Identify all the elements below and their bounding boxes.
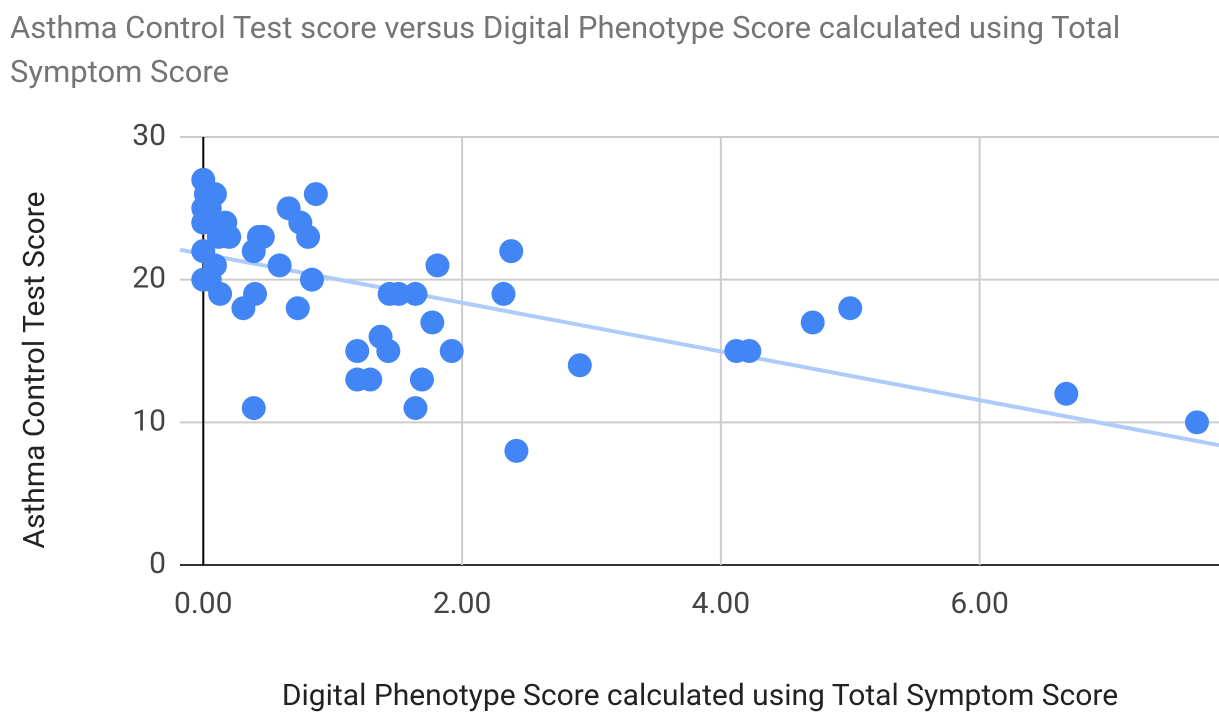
trendline — [179, 247, 1219, 448]
chart-title: Asthma Control Test score versus Digital… — [10, 9, 1121, 90]
point — [376, 339, 401, 363]
y-axis-title: Asthma Control Test Score — [17, 191, 52, 548]
point — [250, 224, 275, 249]
x-tick-label: 6.00 — [950, 586, 1009, 621]
point — [425, 253, 450, 278]
point — [267, 253, 292, 278]
point — [202, 253, 227, 278]
x-tick-label: 2.00 — [433, 586, 492, 621]
x-axis-title: Digital Phenotype Score calculated using… — [282, 678, 1118, 713]
point — [206, 224, 231, 249]
point — [403, 281, 428, 306]
point — [737, 339, 762, 363]
point — [386, 281, 411, 306]
point — [243, 281, 268, 306]
point — [285, 296, 310, 321]
point — [241, 396, 266, 421]
y-tick-label: 0 — [149, 546, 166, 581]
x-tick-label: 0.00 — [174, 586, 233, 621]
point — [1185, 410, 1210, 435]
point — [358, 367, 383, 392]
point — [504, 438, 529, 463]
point — [439, 339, 464, 363]
point — [345, 339, 370, 363]
x-tick-label: 4.00 — [692, 586, 751, 621]
y-tick-label: 10 — [132, 403, 166, 438]
y-tick-label: 30 — [132, 118, 166, 153]
point — [299, 267, 324, 292]
point — [409, 367, 434, 392]
point — [567, 353, 592, 378]
point — [303, 182, 328, 207]
y-tick-label: 20 — [132, 261, 166, 296]
point — [208, 281, 233, 306]
point — [296, 224, 321, 249]
point — [800, 310, 825, 335]
point — [499, 239, 524, 264]
point — [1054, 381, 1079, 406]
point — [403, 396, 428, 421]
point — [420, 310, 445, 335]
point — [491, 281, 516, 306]
point — [838, 296, 863, 321]
